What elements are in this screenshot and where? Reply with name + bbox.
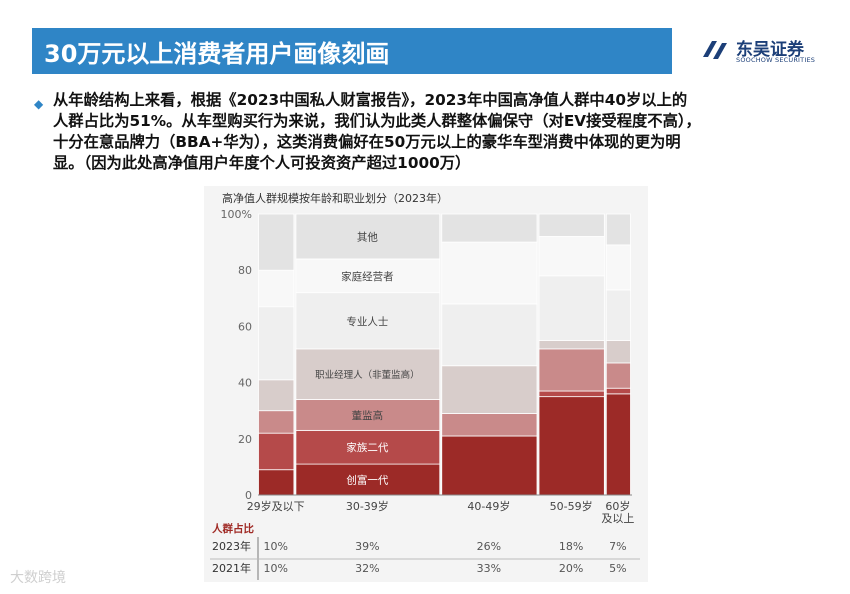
share-table-cell: 20% bbox=[559, 562, 583, 575]
bullet-line: 显。（因为此处高净值用户年度个人可投资资产超过1000万） bbox=[53, 154, 471, 172]
logo: 东吴证券 SOOCHOW SECURITIES bbox=[700, 35, 830, 69]
bar-segment bbox=[441, 303, 538, 367]
category-label: 29岁及以下 bbox=[247, 499, 305, 513]
category-label: 40-49岁 bbox=[467, 499, 510, 513]
share-table-cell: 32% bbox=[355, 562, 379, 575]
page-title: 30万元以上消费者用户画像刻画 bbox=[44, 40, 390, 68]
bar-segment bbox=[605, 340, 631, 364]
share-table-year: 2021年 bbox=[212, 561, 251, 575]
segment-label: 家庭经营者 bbox=[341, 270, 394, 283]
share-table-cell: 10% bbox=[263, 540, 287, 553]
bar-segment bbox=[538, 236, 605, 277]
bar-segment bbox=[605, 362, 631, 389]
bar-segment bbox=[258, 410, 295, 434]
share-table-cell: 10% bbox=[263, 562, 287, 575]
bullet-line: 十分在意品牌力（BBA+华为），这类消费偏好在50万元以上的豪华车型消费中体现的… bbox=[53, 133, 681, 151]
bar-segment bbox=[258, 469, 295, 496]
bar-segment bbox=[441, 435, 538, 496]
segment-label: 专业人士 bbox=[346, 315, 388, 328]
logo-text-cn: 东吴证券 bbox=[736, 40, 804, 60]
bar-segment bbox=[258, 379, 295, 412]
bar-segment bbox=[441, 241, 538, 305]
segment-label: 家族二代 bbox=[346, 441, 388, 454]
bar-segment bbox=[295, 258, 441, 294]
bullet-line: 人群占比为51%。从车型购买行为来说，我们认为此类人群整体偏保守（对EV接受程度… bbox=[53, 112, 701, 130]
y-tick-label: 80 bbox=[238, 264, 252, 277]
category-label: 60岁 bbox=[605, 499, 630, 513]
bar-segment bbox=[295, 399, 441, 431]
bar-segment bbox=[605, 393, 631, 496]
segment-label: 职业经理人（非董监高） bbox=[315, 369, 420, 381]
watermark: 大数跨境 bbox=[10, 570, 66, 586]
bar-segment bbox=[441, 365, 538, 414]
bar-segment bbox=[605, 387, 631, 395]
y-tick-label: 40 bbox=[238, 377, 252, 390]
share-table-cell: 26% bbox=[477, 540, 501, 553]
logo-text-en: SOOCHOW SECURITIES bbox=[736, 56, 816, 64]
bullet-line: 从年龄结构上来看，根据《2023中国私人财富报告》，2023年中国高净值人群中4… bbox=[53, 91, 688, 109]
share-table-cell: 18% bbox=[559, 540, 583, 553]
title-bar bbox=[32, 28, 672, 74]
bar-segment bbox=[538, 340, 605, 350]
bar-segment bbox=[538, 348, 605, 392]
segment-label: 董监高 bbox=[352, 409, 384, 422]
bar-segment bbox=[538, 396, 605, 496]
bar-segment bbox=[295, 292, 441, 350]
share-table-cell: 5% bbox=[609, 562, 626, 575]
bar-segment bbox=[258, 269, 295, 308]
bar-segment bbox=[295, 429, 441, 465]
share-table-cell: 39% bbox=[355, 540, 379, 553]
bullet-paragraph: 从年龄结构上来看，根据《2023中国私人财富报告》，2023年中国高净值人群中4… bbox=[53, 90, 813, 174]
category-label: 50-59岁 bbox=[550, 499, 593, 513]
bar-segment bbox=[538, 275, 605, 341]
soochow-logo-icon bbox=[703, 41, 727, 59]
bar-segment bbox=[605, 244, 631, 291]
y-tick-label: 100% bbox=[221, 208, 252, 221]
y-tick-label: 60 bbox=[238, 320, 252, 333]
segment-label: 其他 bbox=[357, 230, 378, 243]
bar-segment bbox=[258, 432, 295, 471]
share-table-cell: 33% bbox=[477, 562, 501, 575]
share-table-header: 人群占比 bbox=[212, 522, 254, 535]
segment-label: 创富一代 bbox=[346, 474, 388, 487]
category-label: 及以上 bbox=[601, 512, 634, 525]
share-table-cell: 7% bbox=[609, 540, 626, 553]
category-label: 30-39岁 bbox=[346, 499, 389, 513]
bar-segment bbox=[258, 306, 295, 381]
bar-segment bbox=[258, 213, 295, 271]
bar-segment bbox=[441, 213, 538, 243]
bar-segment bbox=[538, 390, 605, 398]
bar-segment bbox=[441, 413, 538, 437]
share-table-year: 2023年 bbox=[212, 539, 251, 553]
y-tick-label: 0 bbox=[245, 489, 252, 502]
diamond-bullet-icon: ◆ bbox=[34, 97, 44, 111]
bar-segment bbox=[605, 289, 631, 341]
bar-segment bbox=[605, 213, 631, 246]
bar-segment bbox=[295, 213, 441, 260]
chart-title: 高净值人群规模按年龄和职业划分（2023年） bbox=[222, 192, 448, 205]
y-tick-label: 20 bbox=[238, 433, 252, 446]
bar-segment bbox=[538, 213, 605, 237]
